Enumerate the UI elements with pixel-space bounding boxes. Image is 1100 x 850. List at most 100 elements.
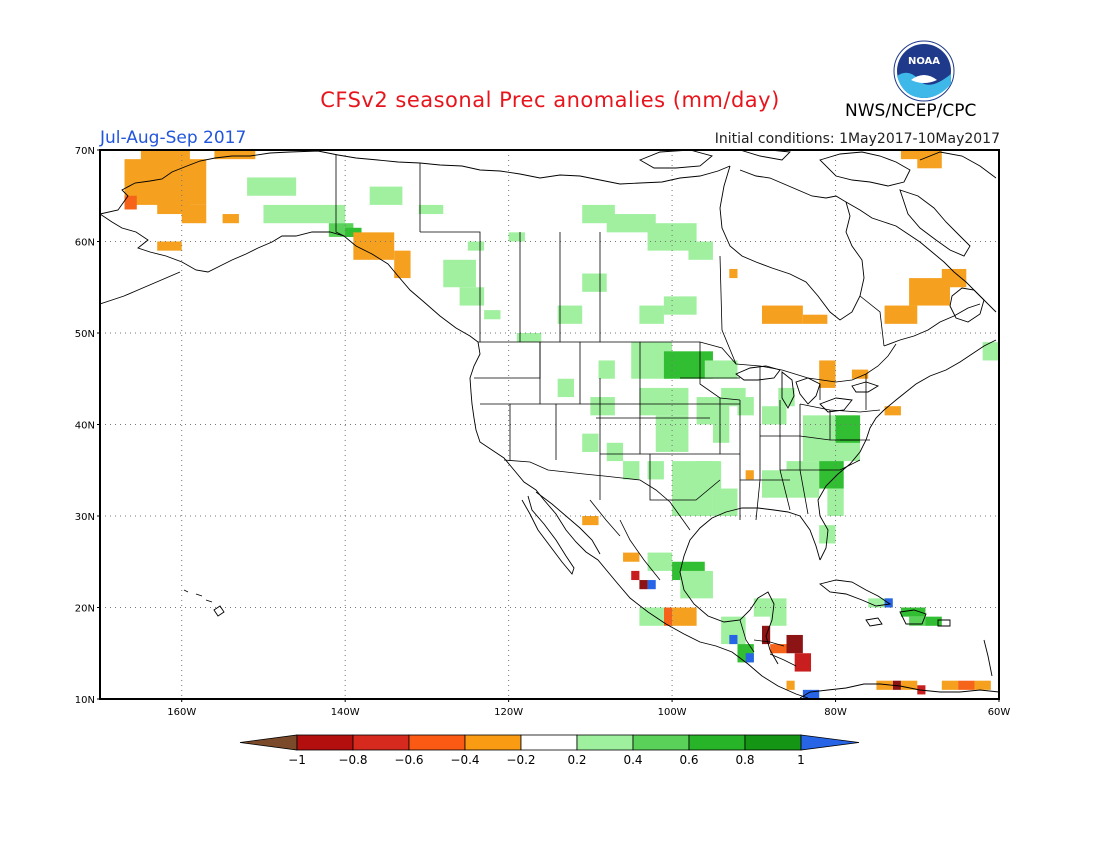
- colorbar-label: −0.2: [506, 753, 535, 767]
- anomaly-cell: [639, 305, 664, 324]
- anomaly-cell: [802, 689, 820, 699]
- anomaly-cell: [786, 634, 803, 654]
- colorbar-swatch: [576, 734, 634, 751]
- anomaly-cell: [345, 227, 362, 237]
- colorbar-label: 0.6: [679, 753, 698, 767]
- colorbar-label: −0.4: [450, 753, 479, 767]
- anomaly-cell: [663, 607, 673, 626]
- colorbar-labels: −1 −0.8 −0.6 −0.4 −0.2 0.2 0.4 0.6 0.8 1: [288, 753, 805, 767]
- lat-tick-label: 30N: [75, 512, 95, 523]
- colorbar-swatch: [688, 734, 746, 751]
- lon-tick-label: 120W: [494, 707, 523, 718]
- anomaly-cell: [974, 680, 991, 690]
- anomaly-cell: [623, 552, 640, 562]
- anomaly-cell: [623, 461, 640, 480]
- anomaly-cell: [214, 150, 256, 160]
- season-label: Jul-Aug-Sep 2017: [100, 128, 247, 148]
- political-borders: [335, 155, 897, 667]
- colorbar-label: 0.8: [735, 753, 754, 767]
- anomaly-cell: [827, 488, 844, 516]
- colorbar-label: 1: [797, 753, 805, 767]
- anomaly-cell: [729, 268, 738, 279]
- initial-conditions-label: Initial conditions: 1May2017-10May2017: [714, 131, 1000, 147]
- anomaly-cell: [745, 470, 754, 480]
- colorbar-min-arrow: [239, 734, 298, 751]
- anomaly-cell: [729, 634, 738, 645]
- anomaly-cell: [900, 680, 918, 690]
- longitude-labels: 160W 140W 120W 100W 80W 60W: [167, 699, 1010, 718]
- lon-tick-label: 60W: [988, 707, 1011, 718]
- noaa-logo: NOAA: [893, 40, 955, 102]
- anomaly-cell: [639, 580, 648, 590]
- anomaly-cell: [737, 397, 754, 416]
- colorbar-swatch: [352, 734, 410, 751]
- anomaly-cell: [631, 570, 640, 581]
- anomaly-cell: [582, 516, 599, 526]
- anomaly-cell: [688, 241, 713, 260]
- anomaly-cell: [467, 241, 485, 251]
- colorbar-swatches: [239, 734, 860, 751]
- anomaly-cell: [418, 204, 444, 215]
- anomaly-cell: [786, 680, 795, 690]
- anomaly-cell: [753, 598, 771, 617]
- anomaly-cell: [222, 214, 239, 224]
- anomaly-cell: [557, 305, 583, 324]
- colorbar-label: 0.2: [567, 753, 586, 767]
- anomaly-cell: [802, 314, 828, 324]
- lon-tick-label: 160W: [167, 707, 196, 718]
- anomaly-cell: [598, 360, 615, 379]
- lon-tick-label: 140W: [331, 707, 360, 718]
- anomaly-cell: [909, 616, 926, 626]
- anomaly-cell: [590, 397, 615, 416]
- anomaly-cell: [745, 653, 754, 663]
- anomaly-cell: [982, 342, 999, 361]
- anomaly-cell: [484, 310, 501, 320]
- lat-tick-label: 70N: [75, 146, 95, 157]
- anomaly-cell: [884, 305, 918, 324]
- lon-tick-label: 100W: [658, 707, 687, 718]
- anomaly-cell: [819, 461, 844, 489]
- anomaly-cell: [606, 214, 656, 233]
- anomaly-cell: [672, 461, 713, 516]
- anomaly-cell: [508, 232, 525, 242]
- anomaly-cell: [770, 644, 787, 654]
- latitude-labels: 70N 60N 50N 40N 30N 20N 10N: [75, 146, 100, 706]
- anomaly-cell: [680, 570, 713, 599]
- coastlines: [100, 150, 999, 699]
- anomaly-cell: [794, 653, 812, 672]
- lat-tick-label: 10N: [75, 695, 95, 706]
- colorbar-swatch: [744, 734, 802, 751]
- svg-text:NOAA: NOAA: [908, 56, 940, 67]
- anomaly-cell: [582, 273, 607, 292]
- anomaly-cell: [124, 195, 137, 210]
- anomaly-cell: [140, 150, 190, 169]
- anomaly-cell: [835, 415, 861, 443]
- colorbar-label: −0.6: [394, 753, 423, 767]
- colorbar-swatch: [296, 734, 354, 751]
- anomaly-cell: [647, 461, 664, 480]
- anomaly-cell: [868, 598, 893, 608]
- anomaly-cell: [639, 387, 689, 416]
- anomaly-cell: [443, 259, 476, 288]
- anomaly-cell: [606, 442, 624, 462]
- anomaly-cell: [761, 470, 787, 498]
- anomaly-cell: [941, 680, 959, 690]
- anomaly-cell: [672, 607, 697, 626]
- colorbar-max-arrow: [800, 734, 860, 751]
- anomaly-cell: [704, 360, 738, 379]
- anomaly-cell: [459, 287, 485, 306]
- anomaly-cell: [761, 305, 803, 324]
- anomaly-cell: [712, 424, 730, 443]
- anomaly-cell: [647, 580, 656, 590]
- colorbar-label: 0.4: [623, 753, 642, 767]
- anomaly-cell: [394, 250, 411, 279]
- agency-label: NWS/NCEP/CPC: [845, 101, 977, 121]
- anomaly-cell: [582, 433, 599, 452]
- anomaly-cell: [884, 406, 901, 416]
- lat-tick-label: 60N: [75, 238, 95, 249]
- anomaly-cell: [647, 552, 673, 571]
- anomaly-cell: [557, 378, 575, 398]
- colorbar-swatch: [408, 734, 466, 751]
